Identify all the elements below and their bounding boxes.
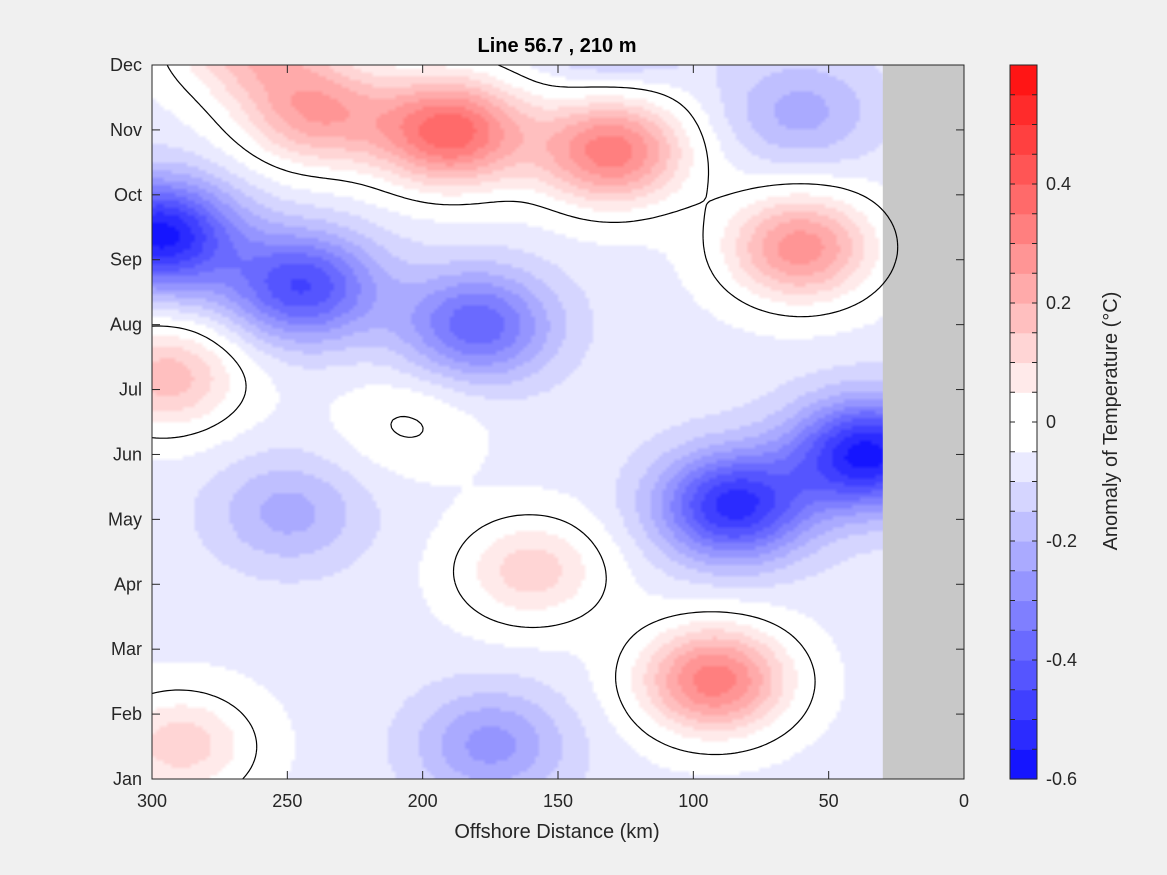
colorbar-swatch <box>1010 749 1037 780</box>
y-tick-label: Oct <box>114 185 142 205</box>
x-tick-label: 300 <box>137 791 167 811</box>
colorbar-tick-label: 0 <box>1046 412 1056 432</box>
x-tick-label: 250 <box>272 791 302 811</box>
colorbar-swatch <box>1010 303 1037 334</box>
colorbar-swatch <box>1010 570 1037 602</box>
y-tick-label: Jun <box>113 444 142 464</box>
colorbar-swatch <box>1010 332 1037 364</box>
colorbar-swatch <box>1010 362 1037 393</box>
chart-title: Line 56.7 , 210 m <box>478 35 637 57</box>
colorbar-tick-label: -0.4 <box>1046 650 1077 670</box>
x-axis-label: Offshore Distance (km) <box>454 821 659 843</box>
y-tick-label: Dec <box>110 55 142 75</box>
y-tick-label: Feb <box>111 704 142 724</box>
no-data-region <box>882 65 964 779</box>
colorbar-swatch <box>1010 124 1037 155</box>
colorbar-swatch <box>1010 213 1037 245</box>
colorbar-swatch <box>1010 689 1037 721</box>
colorbar-swatch <box>1010 392 1037 423</box>
x-tick-label: 0 <box>959 791 969 811</box>
y-tick-label: Nov <box>110 120 142 140</box>
x-axis: 300 250 200 150 100 50 0 <box>137 65 969 811</box>
x-tick-label: 50 <box>819 791 839 811</box>
colorbar-label: Anomaly of Temperature (°C) <box>1100 292 1122 551</box>
colorbar-axis: -0.6 -0.4 -0.2 0 0.2 0.4 <box>1010 64 1077 789</box>
x-tick-label: 100 <box>678 791 708 811</box>
colorbar-swatch <box>1010 65 1037 96</box>
colorbar-tick-label: -0.2 <box>1046 531 1077 551</box>
colorbar-swatch <box>1010 660 1037 691</box>
colorbar-swatch <box>1010 541 1037 572</box>
colorbar-swatch <box>1010 511 1037 542</box>
colorbar-tick-label: 0.2 <box>1046 293 1071 313</box>
colorbar-swatch <box>1010 600 1037 631</box>
colorbar-swatch <box>1010 94 1037 126</box>
colorbar-tick-label: -0.6 <box>1046 769 1077 789</box>
colorbar-swatch <box>1010 422 1037 453</box>
colorbar-swatch <box>1010 243 1037 274</box>
y-axis: Jan Feb Mar Apr May Jun Jul Aug Sep Oct Nov Dec <box>108 55 964 789</box>
colorbar-swatch <box>1010 719 1037 750</box>
x-tick-label: 200 <box>408 791 438 811</box>
y-tick-label: Mar <box>111 639 142 659</box>
y-tick-label: Sep <box>110 250 142 270</box>
y-tick-label: Aug <box>110 315 142 335</box>
y-tick-label: Apr <box>114 574 142 594</box>
heatmap <box>152 65 964 779</box>
colorbar-swatch <box>1010 273 1037 304</box>
colorbar-swatch <box>1010 451 1037 483</box>
plot-area <box>151 64 965 780</box>
colorbar-swatch <box>1010 154 1037 185</box>
colorbar-swatch <box>1010 630 1037 661</box>
x-tick-label: 150 <box>543 791 573 811</box>
colorbar-swatch <box>1010 481 1037 512</box>
colorbar-tick-label: 0.4 <box>1046 174 1071 194</box>
y-tick-label: May <box>108 509 142 529</box>
y-tick-label: Jul <box>119 380 142 400</box>
colorbar-swatch <box>1010 184 1037 215</box>
y-tick-label: Jan <box>113 769 142 789</box>
